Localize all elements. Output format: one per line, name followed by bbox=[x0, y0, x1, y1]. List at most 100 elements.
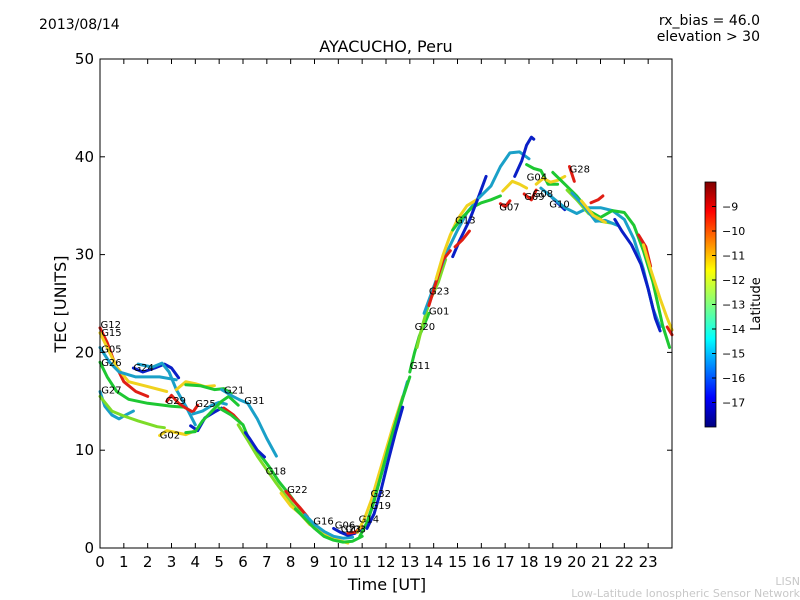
series-g10e bbox=[570, 191, 619, 227]
series-g24 bbox=[131, 362, 181, 380]
x-axis-label: Time [UT] bbox=[347, 575, 426, 594]
satellite-label-g21: G21 bbox=[224, 386, 244, 397]
series-g21 bbox=[184, 394, 240, 435]
colorbar-tick-label: −15 bbox=[722, 348, 745, 361]
x-tick-label: 7 bbox=[262, 553, 272, 571]
satellite-label-g07: G07 bbox=[499, 203, 519, 214]
satellite-label-g15: G15 bbox=[101, 328, 121, 339]
satellite-label-g20: G20 bbox=[415, 322, 435, 333]
y-tick-label: 50 bbox=[75, 50, 94, 68]
series-g28 bbox=[568, 165, 576, 183]
x-tick-label: 11 bbox=[353, 553, 372, 571]
x-tick-label: 8 bbox=[286, 553, 296, 571]
satellite-label-g09: G09 bbox=[524, 192, 544, 203]
date-label: 2013/08/14 bbox=[39, 17, 120, 33]
satellite-label-g29: G29 bbox=[166, 396, 186, 407]
satellite-label-g26: G26 bbox=[101, 358, 121, 369]
satellite-label-g04: G04 bbox=[527, 172, 547, 183]
series-g28b bbox=[589, 194, 605, 205]
x-tick-label: 23 bbox=[639, 553, 658, 571]
series-g05 bbox=[98, 346, 178, 382]
satellite-label-g05: G05 bbox=[101, 344, 121, 355]
y-tick-label: 20 bbox=[75, 343, 94, 361]
series-g28c bbox=[579, 199, 607, 224]
footer-network: Low-Latitude Ionospheric Sensor Network bbox=[571, 587, 800, 600]
y-axis-label: TEC [UNITS] bbox=[51, 256, 70, 354]
series-g22 bbox=[284, 489, 309, 519]
x-tick-label: 21 bbox=[591, 553, 610, 571]
satellite-label-g06: G06 bbox=[335, 520, 355, 531]
x-tick-label: 6 bbox=[238, 553, 248, 571]
y-tick-label: 40 bbox=[75, 148, 94, 166]
series-g26 bbox=[98, 360, 188, 409]
x-tick-label: 3 bbox=[167, 553, 177, 571]
series-layer bbox=[98, 135, 674, 545]
satellite-label-g19: G19 bbox=[371, 501, 391, 512]
series-g30c bbox=[641, 243, 674, 332]
satellite-label-g23: G23 bbox=[429, 287, 449, 298]
satellite-label-g23: G23 bbox=[341, 524, 361, 535]
satellite-label-g18: G18 bbox=[266, 467, 286, 478]
x-tick-label: 2 bbox=[143, 553, 153, 571]
series-g13c bbox=[453, 229, 471, 249]
series-g24b bbox=[136, 361, 197, 427]
series-g07b bbox=[501, 179, 529, 193]
satellite-label-g24: G24 bbox=[133, 363, 153, 374]
chart-title: AYACUCHO, Peru bbox=[319, 37, 453, 56]
x-tick-label: 16 bbox=[472, 553, 491, 571]
series-g16 bbox=[293, 507, 364, 544]
series-g30d bbox=[665, 325, 674, 337]
series-g10c bbox=[551, 170, 672, 349]
rx-bias-label: rx_bias = 46.0 bbox=[658, 13, 760, 29]
satellite-label-g10: G10 bbox=[549, 200, 569, 211]
x-tick-label: 19 bbox=[543, 553, 562, 571]
series-g25b bbox=[189, 406, 224, 433]
series-g29b bbox=[174, 380, 216, 392]
satellite-label-g16: G16 bbox=[313, 517, 333, 528]
series-g21b bbox=[184, 383, 233, 395]
series-g20 bbox=[415, 258, 448, 349]
x-tick-label: 4 bbox=[191, 553, 201, 571]
colorbar-tick-label: −12 bbox=[722, 274, 745, 287]
satellite-label-g08: G08 bbox=[533, 189, 553, 200]
x-tick-label: 10 bbox=[329, 553, 348, 571]
satellite-label-g31: G31 bbox=[244, 396, 264, 407]
colorbar-tick-label: −13 bbox=[722, 299, 745, 312]
x-tick-label: 13 bbox=[400, 553, 419, 571]
series-g31 bbox=[220, 388, 278, 458]
series-g16b bbox=[303, 513, 355, 540]
satellite-label-g32: G32 bbox=[371, 489, 391, 500]
colorbar-label: Latitude bbox=[749, 277, 764, 331]
y-tick-label: 10 bbox=[75, 441, 94, 459]
colorbar-tick-label: −17 bbox=[722, 397, 745, 410]
x-tick-label: 14 bbox=[424, 553, 443, 571]
satellite-label-g01: G01 bbox=[429, 306, 449, 317]
satellite-label-g12: G12 bbox=[101, 320, 121, 331]
colorbar-tick-label: −14 bbox=[722, 323, 745, 336]
footer-lisn: LISN bbox=[775, 575, 800, 588]
series-g19b bbox=[365, 405, 405, 530]
x-tick-label: 22 bbox=[615, 553, 634, 571]
series-g30 bbox=[613, 217, 662, 333]
series-g07 bbox=[498, 199, 512, 209]
x-tick-label: 20 bbox=[567, 553, 586, 571]
x-tick-label: 17 bbox=[496, 553, 515, 571]
elevation-label: elevation > 30 bbox=[656, 29, 760, 45]
x-tick-label: 15 bbox=[448, 553, 467, 571]
series-g04b bbox=[525, 163, 560, 186]
satellite-label-g25: G25 bbox=[195, 399, 215, 410]
x-tick-label: 5 bbox=[214, 553, 224, 571]
x-tick-label: 0 bbox=[95, 553, 105, 571]
series-g02 bbox=[98, 394, 166, 430]
satellite-label-g02: G02 bbox=[160, 431, 180, 442]
satellite-label-g28: G28 bbox=[570, 164, 590, 175]
colorbar-tick-label: −10 bbox=[722, 225, 745, 238]
colorbar-tick-label: −9 bbox=[722, 201, 738, 214]
satellite-label-g13: G13 bbox=[455, 215, 475, 226]
x-tick-label: 9 bbox=[310, 553, 320, 571]
series-g07c bbox=[477, 150, 531, 200]
axis-layer: 0 1 2 3 4 5 6 7 8 9 10 11 12 13 14 15 16 17 18 19 20 21 22 2301… bbox=[75, 50, 672, 571]
series-g29 bbox=[165, 393, 200, 414]
y-tick-label: 0 bbox=[84, 539, 94, 557]
